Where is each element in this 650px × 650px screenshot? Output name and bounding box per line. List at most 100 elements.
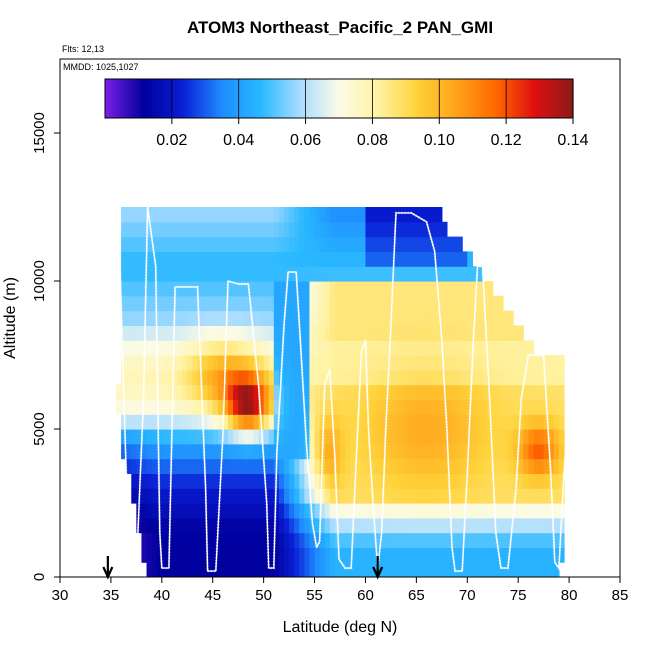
heatmap-cell	[340, 236, 346, 252]
heatmap-cell	[406, 443, 412, 460]
heatmap-cell	[345, 384, 351, 400]
heatmap-cell	[238, 503, 244, 519]
heatmap-cell	[538, 547, 545, 563]
heatmap-cell	[263, 443, 270, 460]
heatmap-cell	[370, 458, 377, 474]
y-tick-label: 5000	[31, 412, 48, 445]
colorbar-segment	[145, 79, 150, 118]
heatmap-cell	[416, 399, 423, 415]
heatmap-cell	[263, 473, 270, 489]
heatmap-cell	[365, 340, 372, 356]
heatmap-cell	[518, 325, 524, 341]
heatmap-cell	[360, 562, 367, 577]
heatmap-cell	[467, 562, 473, 577]
heatmap-cell	[217, 384, 224, 400]
heatmap-cell	[508, 517, 514, 534]
heatmap-cell	[233, 399, 239, 415]
heatmap-cell	[253, 266, 260, 282]
heatmap-cell	[217, 503, 224, 519]
heatmap-cell	[228, 503, 234, 519]
heatmap-cell	[126, 266, 132, 282]
heatmap-cell	[258, 443, 265, 460]
heatmap-cell	[136, 236, 143, 252]
colorbar-segment	[155, 79, 160, 118]
heatmap-cell	[192, 340, 199, 356]
heatmap-cell	[345, 221, 351, 238]
heatmap-cell	[192, 325, 199, 341]
heatmap-cell	[426, 473, 433, 489]
heatmap-cell	[502, 458, 509, 474]
heatmap-cell	[365, 207, 372, 223]
heatmap-cell	[182, 310, 188, 326]
heatmap-cell	[161, 429, 168, 445]
colorbar-segment	[335, 79, 340, 118]
colorbar-segment	[285, 79, 290, 118]
heatmap-cell	[553, 355, 560, 371]
colorbar-segment	[268, 79, 273, 118]
heatmap-cell	[497, 355, 504, 371]
heatmap-cell	[182, 488, 188, 504]
heatmap-cell	[192, 443, 199, 460]
heatmap-cell	[253, 503, 260, 519]
heatmap-cell	[329, 562, 336, 577]
heatmap-cell	[334, 207, 341, 223]
heatmap-cell	[421, 399, 428, 415]
heatmap-cell	[136, 458, 143, 474]
heatmap-cell	[248, 236, 255, 252]
heatmap-cell	[467, 325, 473, 341]
heatmap-cell	[136, 384, 143, 400]
heatmap-cell	[304, 503, 311, 519]
heatmap-cell	[324, 532, 331, 548]
heatmap-cell	[304, 236, 311, 252]
heatmap-cell	[222, 207, 229, 223]
heatmap-cell	[487, 295, 494, 312]
heatmap-cell	[390, 473, 397, 489]
heatmap-cell	[350, 355, 356, 371]
heatmap-cell	[304, 458, 311, 474]
heatmap-cell	[161, 532, 168, 548]
heatmap-cell	[192, 207, 199, 223]
colorbar-segment	[151, 79, 156, 118]
heatmap-cell	[161, 340, 168, 356]
heatmap-cell	[136, 207, 143, 223]
heatmap-cell	[284, 295, 290, 312]
heatmap-cell	[263, 532, 270, 548]
heatmap-cell	[396, 429, 402, 445]
heatmap-cell	[233, 369, 239, 386]
heatmap-cell	[472, 532, 479, 548]
heatmap-cell	[324, 251, 331, 267]
heatmap-cell	[182, 340, 188, 356]
heatmap-cell	[462, 414, 468, 430]
heatmap-cell	[319, 384, 326, 400]
heatmap-cell	[355, 207, 361, 223]
heatmap-cell	[192, 221, 199, 238]
heatmap-cell	[197, 473, 204, 489]
heatmap-cell	[294, 340, 300, 356]
heatmap-cell	[436, 355, 443, 371]
heatmap-cell	[360, 251, 367, 267]
heatmap-cell	[314, 281, 321, 297]
heatmap-cell	[207, 221, 214, 238]
heatmap-cell	[528, 340, 535, 356]
heatmap-cell	[156, 207, 163, 223]
heatmap-cell	[182, 458, 188, 474]
heatmap-cell	[365, 251, 372, 267]
heatmap-cell	[390, 414, 397, 430]
heatmap-cell	[396, 325, 402, 341]
heatmap-cell	[431, 414, 438, 430]
heatmap-cell	[233, 429, 239, 445]
heatmap-cell	[436, 517, 443, 534]
heatmap-cell	[548, 443, 555, 460]
heatmap-cell	[324, 429, 331, 445]
heatmap-cell	[217, 429, 224, 445]
heatmap-cell	[289, 369, 295, 386]
heatmap-cell	[222, 517, 229, 534]
heatmap-cell	[187, 325, 193, 341]
heatmap-cell	[314, 443, 321, 460]
heatmap-cell	[319, 414, 326, 430]
heatmap-cell	[278, 517, 285, 534]
heatmap-cell	[121, 429, 127, 445]
heatmap-cell	[136, 295, 143, 312]
heatmap-cell	[166, 473, 173, 489]
heatmap-cell	[258, 562, 265, 577]
